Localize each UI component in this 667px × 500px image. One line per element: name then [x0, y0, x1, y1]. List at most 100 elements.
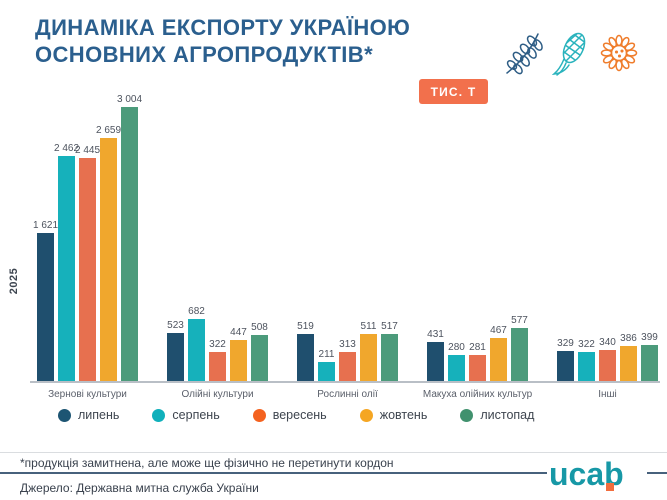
bar-wrap: 2 462 [54, 143, 79, 381]
bar-value-label: 386 [620, 333, 637, 344]
page-title: ДИНАМІКА ЕКСПОРТУ УКРАЇНОЮ ОСНОВНИХ АГРО… [35, 14, 410, 68]
bar-листопад [121, 107, 138, 381]
sunflower-icon [597, 31, 641, 75]
unit-badge: ТИС. Т [419, 79, 488, 104]
bar-серпень [58, 156, 75, 381]
bar-вересень [339, 352, 356, 381]
legend-item-листопад: листопад [460, 408, 534, 422]
bar-wrap: 2 659 [96, 125, 121, 381]
footer-rule-left [0, 472, 547, 474]
bar-wrap: 431 [427, 329, 444, 381]
bar-value-label: 2 445 [74, 145, 101, 156]
bar-wrap: 447 [230, 327, 247, 381]
bar-вересень [79, 158, 96, 381]
legend-dot [152, 408, 166, 422]
bar-wrap: 508 [251, 322, 268, 381]
bar-wrap: 1 621 [33, 220, 58, 381]
legend-item-вересень: вересень [252, 408, 327, 422]
bar-wrap: 322 [209, 339, 226, 381]
legend-item-жовтень: жовтень [359, 408, 428, 422]
bar-value-label: 1 621 [32, 220, 59, 231]
year-label: 2025 [8, 267, 20, 295]
bar-wrap: 519 [297, 321, 314, 381]
category-axis: Зернові культури Олійні культури Рослинні … [30, 389, 660, 400]
legend-item-липень: липень [58, 408, 119, 422]
category-label: Олійні культури [181, 389, 254, 400]
bar-серпень [318, 362, 335, 381]
bar-жовтень [100, 138, 117, 381]
category-label: Макуха олійних культур [422, 389, 533, 400]
bar-value-label: 2 659 [95, 125, 122, 136]
bar-group: 1 621 2 462 2 445 2 659 3 004 [33, 94, 142, 381]
bar-wrap: 211 [318, 349, 335, 381]
bar-wrap: 682 [188, 306, 205, 381]
bar-липень [297, 334, 314, 381]
bar-wrap: 467 [490, 325, 507, 381]
bar-серпень [448, 355, 465, 381]
legend-label: жовтень [379, 408, 428, 422]
legend-label: липень [78, 408, 120, 422]
bar-wrap: 577 [511, 315, 528, 381]
footer-rule-right [647, 472, 667, 474]
bar-value-label: 322 [209, 339, 226, 350]
bar-wrap: 2 445 [75, 145, 100, 381]
bar-вересень [469, 355, 486, 381]
bar-value-label: 3 004 [116, 94, 143, 105]
bar-group: 329 322 340 386 399 [557, 332, 658, 381]
legend-label: серпень [172, 408, 220, 422]
bar-wrap: 3 004 [117, 94, 142, 381]
title-line-2: ОСНОВНИХ АГРОПРОДУКТІВ* [35, 42, 374, 67]
bar-value-label: 322 [578, 339, 595, 350]
bar-wrap: 329 [557, 338, 574, 381]
bar-group: 523 682 322 447 508 [167, 306, 268, 381]
bar-value-label: 523 [167, 320, 184, 331]
bar-value-label: 399 [641, 332, 658, 343]
bar-листопад [641, 345, 658, 381]
bar-wrap: 340 [599, 337, 616, 381]
legend-item-серпень: серпень [152, 408, 220, 422]
bar-value-label: 467 [490, 325, 507, 336]
chart-legend: липень серпень вересень жовтень листопад [58, 408, 534, 422]
legend-label: листопад [480, 408, 535, 422]
bar-value-label: 431 [427, 329, 444, 340]
bar-липень [167, 333, 184, 381]
bar-value-label: 577 [511, 315, 528, 326]
legend-dot [252, 408, 266, 422]
bar-wrap: 511 [360, 321, 377, 381]
bar-wrap: 322 [578, 339, 595, 381]
corn-icon [552, 29, 590, 77]
bar-листопад [511, 328, 528, 381]
bar-серпень [188, 319, 205, 381]
bar-жовтень [230, 340, 247, 381]
bar-group: 519 211 313 511 517 [297, 321, 398, 381]
legend-dot [359, 408, 373, 422]
bar-value-label: 511 [360, 321, 377, 332]
bar-липень [557, 351, 574, 381]
bar-value-label: 211 [318, 349, 335, 360]
wheat-icon [501, 29, 545, 77]
category-label: Рослинні олії [317, 389, 378, 400]
bar-wrap: 523 [167, 320, 184, 381]
legend-dot [58, 408, 71, 422]
bar-value-label: 329 [557, 338, 574, 349]
bar-жовтень [490, 338, 507, 381]
bar-wrap: 281 [469, 342, 486, 381]
bar-вересень [599, 350, 616, 381]
footnote-text: *продукція замитнена, але може ще фізичн… [20, 456, 394, 470]
bar-group: 431 280 281 467 577 [427, 315, 528, 381]
bar-value-label: 682 [188, 306, 205, 317]
bar-серпень [578, 352, 595, 381]
bar-листопад [251, 335, 268, 381]
bar-липень [427, 342, 444, 381]
bar-value-label: 447 [230, 327, 247, 338]
header-icons [501, 29, 641, 77]
bar-value-label: 313 [339, 339, 356, 350]
source-text: Джерело: Державна митна служба України [20, 481, 259, 495]
legend-dot [460, 408, 474, 422]
bar-жовтень [360, 334, 377, 381]
ucab-logo-dot [606, 483, 614, 491]
separator-line [0, 452, 667, 453]
bar-wrap: 399 [641, 332, 658, 381]
category-label: Зернові культури [48, 389, 127, 400]
